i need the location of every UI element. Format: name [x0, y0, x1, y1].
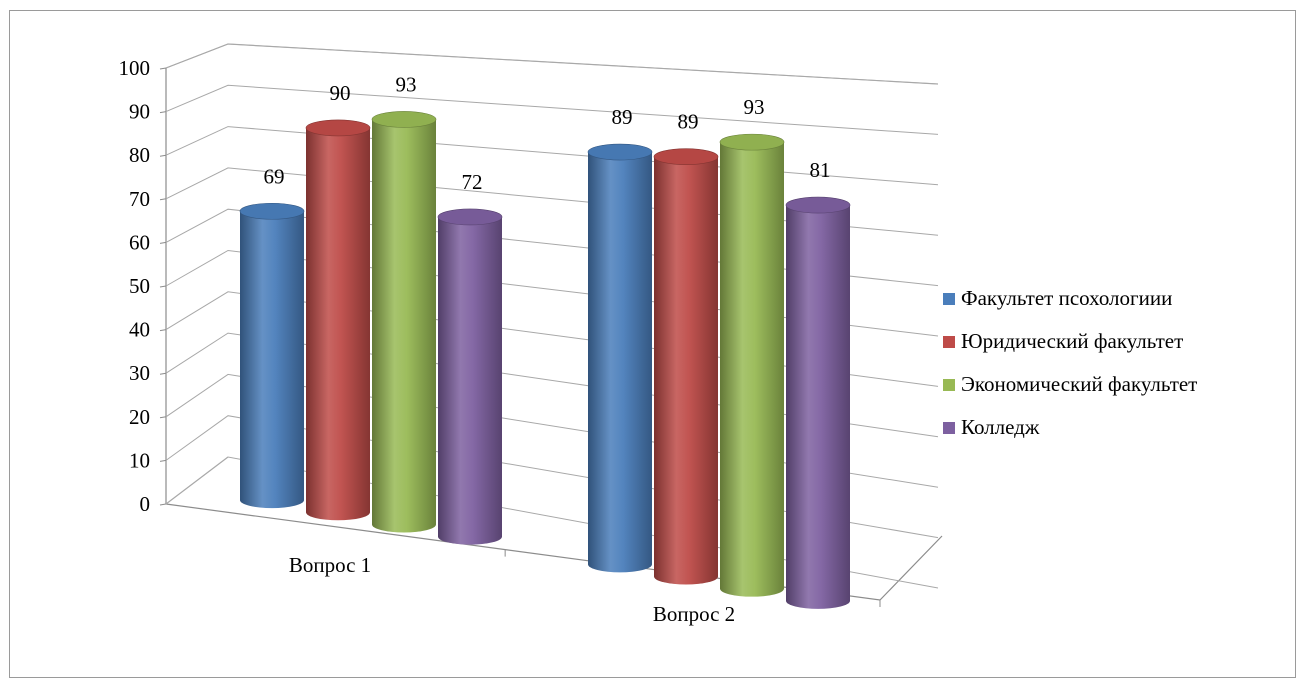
y-axis-tick — [159, 329, 167, 332]
bar — [719, 133, 785, 597]
x-tick-label: Вопрос 2 — [653, 602, 735, 626]
legend-label: Колледж — [961, 415, 1040, 439]
data-label: 89 — [612, 105, 633, 129]
data-label: 72 — [462, 170, 483, 194]
data-label: 93 — [396, 72, 417, 96]
y-axis-tick — [159, 372, 167, 375]
y-tick-label: 100 — [119, 56, 151, 80]
y-tick-label: 0 — [140, 492, 151, 516]
legend-swatch — [943, 378, 955, 391]
bar — [587, 143, 653, 573]
legend-label: Факультет псохологиии — [961, 286, 1173, 310]
legend-item: Факультет псохологиии — [943, 277, 1197, 320]
legend-swatch — [943, 292, 955, 305]
x-tick-label: Вопрос 1 — [289, 553, 371, 577]
bar-top — [785, 196, 851, 214]
y-tick-label: 70 — [129, 187, 150, 211]
y-tick-label: 20 — [129, 405, 150, 429]
y-tick-label: 40 — [129, 318, 150, 342]
y-axis-tick — [159, 459, 167, 462]
bar — [371, 111, 437, 533]
bar-body — [372, 119, 436, 533]
legend-item: Экономический факультет — [943, 363, 1197, 406]
bar-body — [240, 211, 304, 509]
y-tick-label: 60 — [129, 230, 150, 254]
data-label: 93 — [744, 95, 765, 119]
bar — [785, 196, 851, 609]
y-axis-tick — [159, 111, 167, 114]
data-label: 90 — [330, 81, 351, 105]
bar-top — [719, 133, 785, 151]
gridline — [165, 84, 939, 135]
y-axis-tick — [159, 241, 167, 244]
legend-swatch — [943, 335, 955, 348]
bar-top — [305, 119, 371, 137]
bar-body — [306, 127, 370, 521]
data-label: 69 — [264, 164, 285, 188]
y-tick-label: 10 — [129, 448, 150, 472]
data-label: 89 — [678, 110, 699, 134]
y-tick-label: 90 — [129, 100, 150, 124]
bar-body — [588, 152, 652, 573]
bar — [653, 148, 719, 585]
y-tick-label: 80 — [129, 143, 150, 167]
bar — [305, 119, 371, 521]
chart-frame — [9, 10, 1296, 678]
gridline — [165, 43, 939, 85]
y-axis-tick — [159, 154, 167, 157]
data-label: 81 — [810, 158, 831, 182]
bar-top — [437, 208, 503, 226]
y-axis-tick — [159, 285, 167, 288]
legend: Факультет псохологиии Юридический факульт… — [943, 277, 1197, 449]
y-axis-tick — [159, 416, 167, 419]
bar-top — [587, 143, 653, 161]
bar-body — [438, 216, 502, 545]
y-tick-label: 30 — [129, 361, 150, 385]
legend-label: Экономический факультет — [961, 372, 1198, 396]
y-axis-tick — [159, 503, 167, 506]
bar-top — [653, 148, 719, 165]
bar — [437, 208, 503, 545]
y-axis-tick — [159, 198, 167, 201]
bar-body — [786, 205, 850, 609]
bar-top — [371, 111, 437, 128]
bar-top — [239, 202, 305, 220]
legend-swatch — [943, 421, 955, 434]
back-wall-top-edge — [165, 43, 939, 85]
legend-item: Юридический факультет — [943, 320, 1197, 363]
bar — [239, 202, 305, 509]
y-axis-tick — [159, 67, 167, 70]
bar-body — [720, 142, 784, 597]
bar-body — [654, 156, 718, 585]
legend-label: Юридический факультет — [961, 329, 1184, 353]
y-tick-label: 50 — [129, 274, 150, 298]
legend-item: Колледж — [943, 406, 1197, 449]
